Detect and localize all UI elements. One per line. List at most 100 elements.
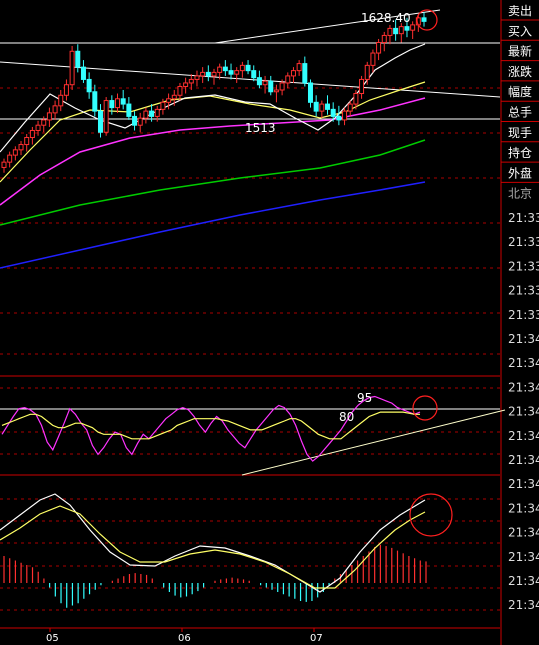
- time-label: 21:33: [508, 259, 539, 273]
- time-label: 21:34: [508, 574, 539, 588]
- time-column: 21:33 21:33 21:33 21:33 21:33 21:34 21:34 21:34…: [508, 211, 539, 612]
- candle-body: [97, 110, 103, 133]
- side-panel-label: 卖出: [508, 4, 532, 18]
- candle-body: [109, 100, 115, 109]
- candle-body: [290, 70, 296, 77]
- candle-body: [353, 93, 359, 105]
- candle-body: [160, 101, 166, 110]
- oscillator-k-line: [1, 395, 421, 462]
- candle-body: [41, 119, 47, 126]
- candlesticks: [1, 12, 427, 173]
- candle-body: [336, 115, 342, 121]
- candle-body: [211, 71, 217, 77]
- candle-body: [154, 108, 160, 117]
- candle-body: [347, 103, 353, 112]
- candle-body: [132, 115, 138, 126]
- candle-body: [256, 77, 262, 86]
- candle-body: [52, 105, 58, 114]
- candle-body: [205, 71, 211, 77]
- candle-body: [171, 94, 177, 100]
- candle-body: [35, 124, 41, 131]
- candle-body: [69, 50, 75, 86]
- x-tick-label: 05: [46, 633, 59, 644]
- candle-body: [194, 75, 200, 80]
- candle-body: [404, 26, 410, 31]
- candle-body: [239, 64, 245, 72]
- candle-body: [381, 34, 387, 43]
- side-panel-label: 外盘: [508, 165, 532, 180]
- ma-white: [0, 43, 426, 153]
- candle-body: [188, 78, 194, 84]
- candle-body: [177, 85, 183, 96]
- candle-body: [143, 110, 149, 119]
- macd-histogram: [3, 544, 427, 608]
- side-panel-label: 最新: [508, 44, 532, 59]
- side-panel-label: 涨跌: [508, 64, 532, 79]
- side-panel-label: 现手: [508, 126, 532, 140]
- candle-body: [387, 27, 393, 36]
- x-tick-label: 06: [178, 633, 191, 644]
- candle-body: [137, 117, 143, 126]
- candle-body: [279, 82, 285, 91]
- x-axis: 05 06 07: [46, 633, 323, 644]
- candle-body: [421, 17, 427, 22]
- side-panel-label: 买入: [508, 24, 532, 38]
- candle-body: [251, 70, 257, 79]
- candle-body: [120, 98, 126, 105]
- oscillator-lines: [1, 395, 421, 462]
- oscillator-trend-line: [241, 409, 506, 476]
- time-label: 21:34: [508, 598, 539, 612]
- time-label: 21:34: [508, 380, 539, 394]
- low-price-label: 1513: [245, 121, 276, 135]
- ma-yellow: [0, 81, 426, 183]
- candle-body: [376, 41, 382, 54]
- time-label: 21:34: [508, 501, 539, 515]
- time-label: 21:34: [508, 332, 539, 346]
- candle-body: [18, 144, 24, 151]
- time-label: 21:33: [508, 235, 539, 249]
- candle-body: [307, 82, 313, 103]
- x-tick-label: 07: [310, 633, 323, 644]
- candle-body: [222, 66, 228, 72]
- candle-body: [370, 52, 376, 66]
- candle-body: [262, 80, 268, 86]
- time-label: 21:34: [508, 356, 539, 370]
- candle-body: [393, 27, 399, 35]
- candle-body: [103, 100, 109, 133]
- candle-body: [319, 103, 325, 112]
- candle-body: [330, 108, 336, 117]
- candle-body: [7, 154, 13, 163]
- side-panel-label: 北京: [508, 187, 532, 201]
- ma-green: [0, 139, 426, 226]
- candle-body: [268, 80, 274, 93]
- macd-dea-line: [0, 505, 426, 589]
- ma-blue: [0, 181, 426, 269]
- time-label: 21:34: [508, 405, 539, 419]
- candle-body: [273, 89, 279, 93]
- side-panel-label: 总手: [508, 106, 532, 120]
- candle-body: [217, 66, 223, 73]
- candle-body: [92, 91, 98, 112]
- candle-body: [1, 161, 7, 168]
- candle-body: [63, 84, 69, 96]
- candle-body: [29, 129, 35, 139]
- time-label: 21:34: [508, 477, 539, 491]
- candle-body: [364, 64, 370, 80]
- time-label: 21:34: [508, 550, 539, 564]
- candle-body: [359, 78, 365, 95]
- macd-dif-line: [0, 493, 426, 593]
- candle-body: [313, 101, 319, 112]
- time-label: 21:33: [508, 211, 539, 225]
- candle-body: [126, 103, 132, 117]
- candle-body: [325, 103, 331, 110]
- oscillator-highlight-circle: [412, 395, 438, 421]
- high-price-label: 1628.40: [361, 11, 411, 25]
- candle-body: [234, 70, 240, 75]
- side-panel-label: 幅度: [508, 84, 532, 99]
- time-label: 21:34: [508, 453, 539, 467]
- candle-body: [24, 137, 30, 146]
- candle-body: [58, 94, 64, 107]
- time-label: 21:34: [508, 526, 539, 540]
